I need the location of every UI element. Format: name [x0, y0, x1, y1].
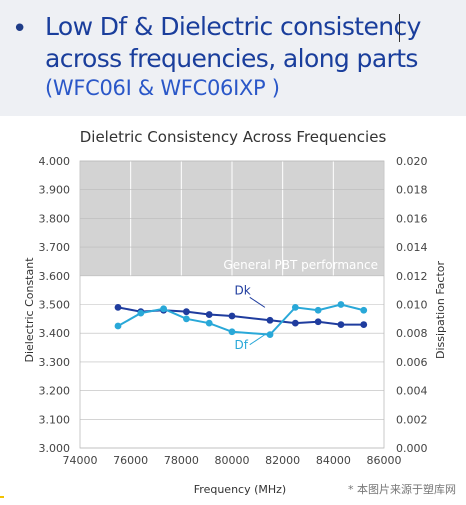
- point-dk: [183, 308, 190, 316]
- point-df: [266, 331, 274, 339]
- slide-header: • Low Df & Dielectric consistency across…: [0, 0, 466, 116]
- y-tick-label-left: 4.000: [39, 155, 71, 168]
- y-tick-label-right: 0.020: [396, 155, 428, 168]
- headline-line-3: (WFC06I & WFC06IXP ): [45, 76, 280, 100]
- point-df: [360, 306, 368, 314]
- y-axis-label-left: Dielectric Constant: [23, 257, 36, 363]
- point-df: [291, 303, 299, 311]
- bullet-mark: •: [12, 14, 28, 44]
- point-dk: [205, 311, 213, 318]
- point-dk: [291, 319, 299, 327]
- headline-line-2: across frequencies, along parts: [45, 44, 418, 73]
- point-dk: [228, 312, 236, 320]
- text-cursor: [399, 14, 400, 42]
- point-df: [114, 322, 122, 330]
- y-tick-label-right: 0.010: [396, 299, 428, 312]
- point-dk: [314, 318, 322, 326]
- y-tick-label-left: 3.300: [39, 356, 71, 369]
- series-label-df: Df: [235, 338, 249, 352]
- x-tick-label: 80000: [215, 454, 250, 467]
- x-tick-label: 82000: [265, 454, 300, 467]
- dielectric-chart: Dieletric Consistency Across Frequencies…: [23, 128, 447, 496]
- y-tick-label-left: 3.500: [39, 299, 71, 312]
- y-tick-label-left: 3.600: [39, 270, 71, 283]
- y-tick-label-right: 0.002: [396, 413, 428, 426]
- watermark: * 本图片来源于塑库网: [348, 483, 456, 496]
- point-dk: [266, 316, 274, 324]
- plot-border: [79, 160, 385, 449]
- x-tick-label: 84000: [316, 454, 351, 467]
- y-tick-label-right: 0.004: [396, 385, 428, 398]
- x-axis-label: Frequency (MHz): [194, 483, 286, 496]
- x-tick-label: 86000: [367, 454, 402, 467]
- y-tick-label-right: 0.018: [396, 184, 428, 197]
- y-tick-label-left: 3.100: [39, 413, 71, 426]
- point-df: [228, 328, 236, 336]
- y-tick-label-left: 3.200: [39, 385, 71, 398]
- series-label-dk: Dk: [235, 283, 251, 297]
- y-tick-label-right: 0.012: [396, 270, 428, 283]
- point-dk: [337, 321, 345, 328]
- y-tick-label-right: 0.000: [396, 442, 428, 455]
- df-callout-line: [249, 334, 266, 346]
- headline-line-1: Low Df & Dielectric consistency: [45, 12, 421, 41]
- y-tick-label-left: 3.000: [39, 442, 71, 455]
- y-tick-label-right: 0.016: [396, 212, 428, 225]
- point-df: [314, 306, 322, 314]
- point-df: [205, 319, 213, 327]
- point-dk: [360, 321, 368, 328]
- x-tick-label: 74000: [63, 454, 98, 467]
- point-df: [183, 315, 190, 323]
- point-df: [137, 309, 145, 317]
- y-tick-label-right: 0.006: [396, 356, 428, 369]
- point-df: [337, 301, 345, 308]
- y-axis-label-right: Dissipation Factor: [434, 261, 447, 359]
- point-df: [160, 305, 168, 313]
- y-tick-label-right: 0.014: [396, 241, 428, 254]
- series-line-df: [117, 303, 364, 336]
- plot-area: 74000 76000 78000 80000 82000 84000 86000 3.000…: [39, 155, 428, 467]
- y-tick-label-left: 3.700: [39, 241, 71, 254]
- dk-callout-line: [249, 296, 266, 308]
- y-tick-label-right: 0.008: [396, 327, 428, 340]
- corner-accent: [0, 496, 4, 498]
- y-tick-label-left: 3.900: [39, 184, 71, 197]
- x-tick-label: 78000: [164, 454, 199, 467]
- y-tick-label-left: 3.800: [39, 212, 71, 225]
- band-label: General PBT performance: [223, 258, 378, 272]
- x-tick-label: 76000: [113, 454, 148, 467]
- chart-title: Dieletric Consistency Across Frequencies: [80, 128, 387, 146]
- y-tick-label-left: 3.400: [39, 327, 71, 340]
- point-dk: [114, 303, 122, 311]
